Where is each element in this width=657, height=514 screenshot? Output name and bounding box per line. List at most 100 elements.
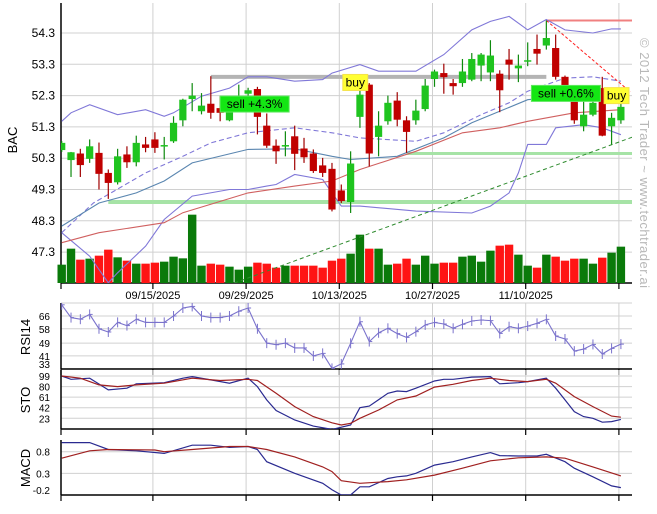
candle-body — [300, 148, 308, 158]
candle-body — [449, 83, 457, 87]
y-tick-label: 58 — [39, 325, 51, 336]
candle-body — [207, 103, 215, 113]
volume-bar — [85, 258, 94, 283]
candle-body — [328, 168, 336, 210]
y-tick-label: 23 — [39, 414, 51, 425]
sell-signal-label: sell +0.6% — [530, 84, 601, 102]
candle-body — [402, 120, 411, 132]
y-tick-label: 0.8 — [36, 448, 50, 459]
volume-bar — [122, 260, 132, 283]
candle-body — [430, 71, 439, 80]
candle — [449, 79, 457, 95]
volume-bar — [271, 267, 281, 283]
candle — [188, 83, 196, 112]
candle — [95, 142, 103, 190]
volume-bar — [178, 258, 188, 283]
panel-label: STO — [18, 387, 33, 414]
candle — [291, 125, 299, 171]
rsi-line — [61, 304, 622, 369]
candle-body — [393, 100, 401, 120]
buy-signal-label: buy — [603, 87, 630, 105]
candle-body — [374, 125, 383, 137]
candle-body — [169, 122, 178, 142]
y-tick-label: 52.3 — [32, 89, 56, 103]
candle-body — [505, 59, 513, 65]
volume-bar — [160, 261, 169, 283]
y-tick-label: 48.3 — [32, 214, 56, 228]
candle — [589, 99, 597, 117]
candle — [421, 79, 429, 112]
volume-bar — [281, 265, 290, 283]
volume-bar — [560, 260, 570, 283]
y-tick-label: 99 — [39, 372, 51, 383]
buy-label-bg — [342, 73, 369, 91]
candle — [384, 95, 392, 125]
candle — [263, 113, 271, 148]
candle-body — [384, 102, 392, 122]
candlesticks — [61, 20, 625, 213]
volume-bar — [420, 255, 430, 283]
candle — [514, 54, 522, 83]
bollinger-middle-line — [61, 76, 621, 234]
candle-body — [570, 88, 578, 121]
volume-bar — [504, 244, 514, 283]
candle — [430, 69, 439, 87]
volume-bar — [430, 263, 439, 283]
candle-body — [468, 58, 476, 80]
volume-bar — [355, 234, 365, 283]
sell-label-text: sell +4.3% — [227, 97, 283, 111]
candle-body — [104, 172, 112, 183]
candle — [151, 132, 159, 153]
candle-body — [533, 48, 541, 54]
candle-body — [496, 73, 504, 91]
candle-body — [67, 152, 75, 161]
volume-bar — [327, 260, 337, 283]
candle-body — [337, 190, 345, 202]
volume-bar — [495, 245, 504, 283]
candle-body — [151, 139, 159, 148]
sto-k-line — [61, 375, 622, 429]
candle-body — [486, 55, 495, 73]
candle-body — [188, 95, 196, 100]
uptrend-green — [233, 136, 632, 283]
y-tick-label: 66 — [39, 312, 51, 323]
volume-bar — [607, 252, 616, 283]
volume-bar — [225, 266, 234, 283]
candle — [598, 76, 606, 137]
x-tick-label: 10/13/2025 — [312, 290, 367, 302]
panel-label: RSI14 — [18, 319, 33, 355]
volume-bar — [346, 253, 355, 283]
candle-body — [179, 99, 187, 121]
candle — [458, 58, 467, 87]
candle-body — [524, 60, 532, 62]
y-tick-label: 47.3 — [32, 245, 56, 259]
volume-bar — [141, 263, 150, 283]
volume-bar — [66, 248, 76, 283]
candle-body — [132, 142, 140, 163]
panel-label: MACD — [18, 449, 33, 487]
x-tick-label: 11/10/2025 — [499, 290, 553, 302]
volume-bar — [253, 262, 262, 283]
candle — [617, 101, 625, 124]
candle — [169, 116, 178, 143]
sell-signal-label: sell +4.3% — [219, 95, 290, 113]
sto-d-line — [61, 375, 621, 426]
candle — [114, 148, 122, 185]
candle — [468, 53, 476, 82]
y-tick-label: 50.3 — [32, 151, 56, 165]
volume-bar — [150, 262, 160, 283]
volume-bar — [570, 258, 579, 283]
candle-body — [86, 146, 94, 159]
candle — [337, 184, 345, 203]
candle — [440, 63, 448, 94]
candle-body — [598, 88, 606, 136]
volume-bar — [383, 264, 393, 283]
volume-bar — [197, 265, 206, 283]
volume-bar — [206, 263, 216, 283]
candle-body — [514, 65, 522, 69]
macd-line — [61, 442, 622, 495]
candle — [505, 48, 513, 80]
